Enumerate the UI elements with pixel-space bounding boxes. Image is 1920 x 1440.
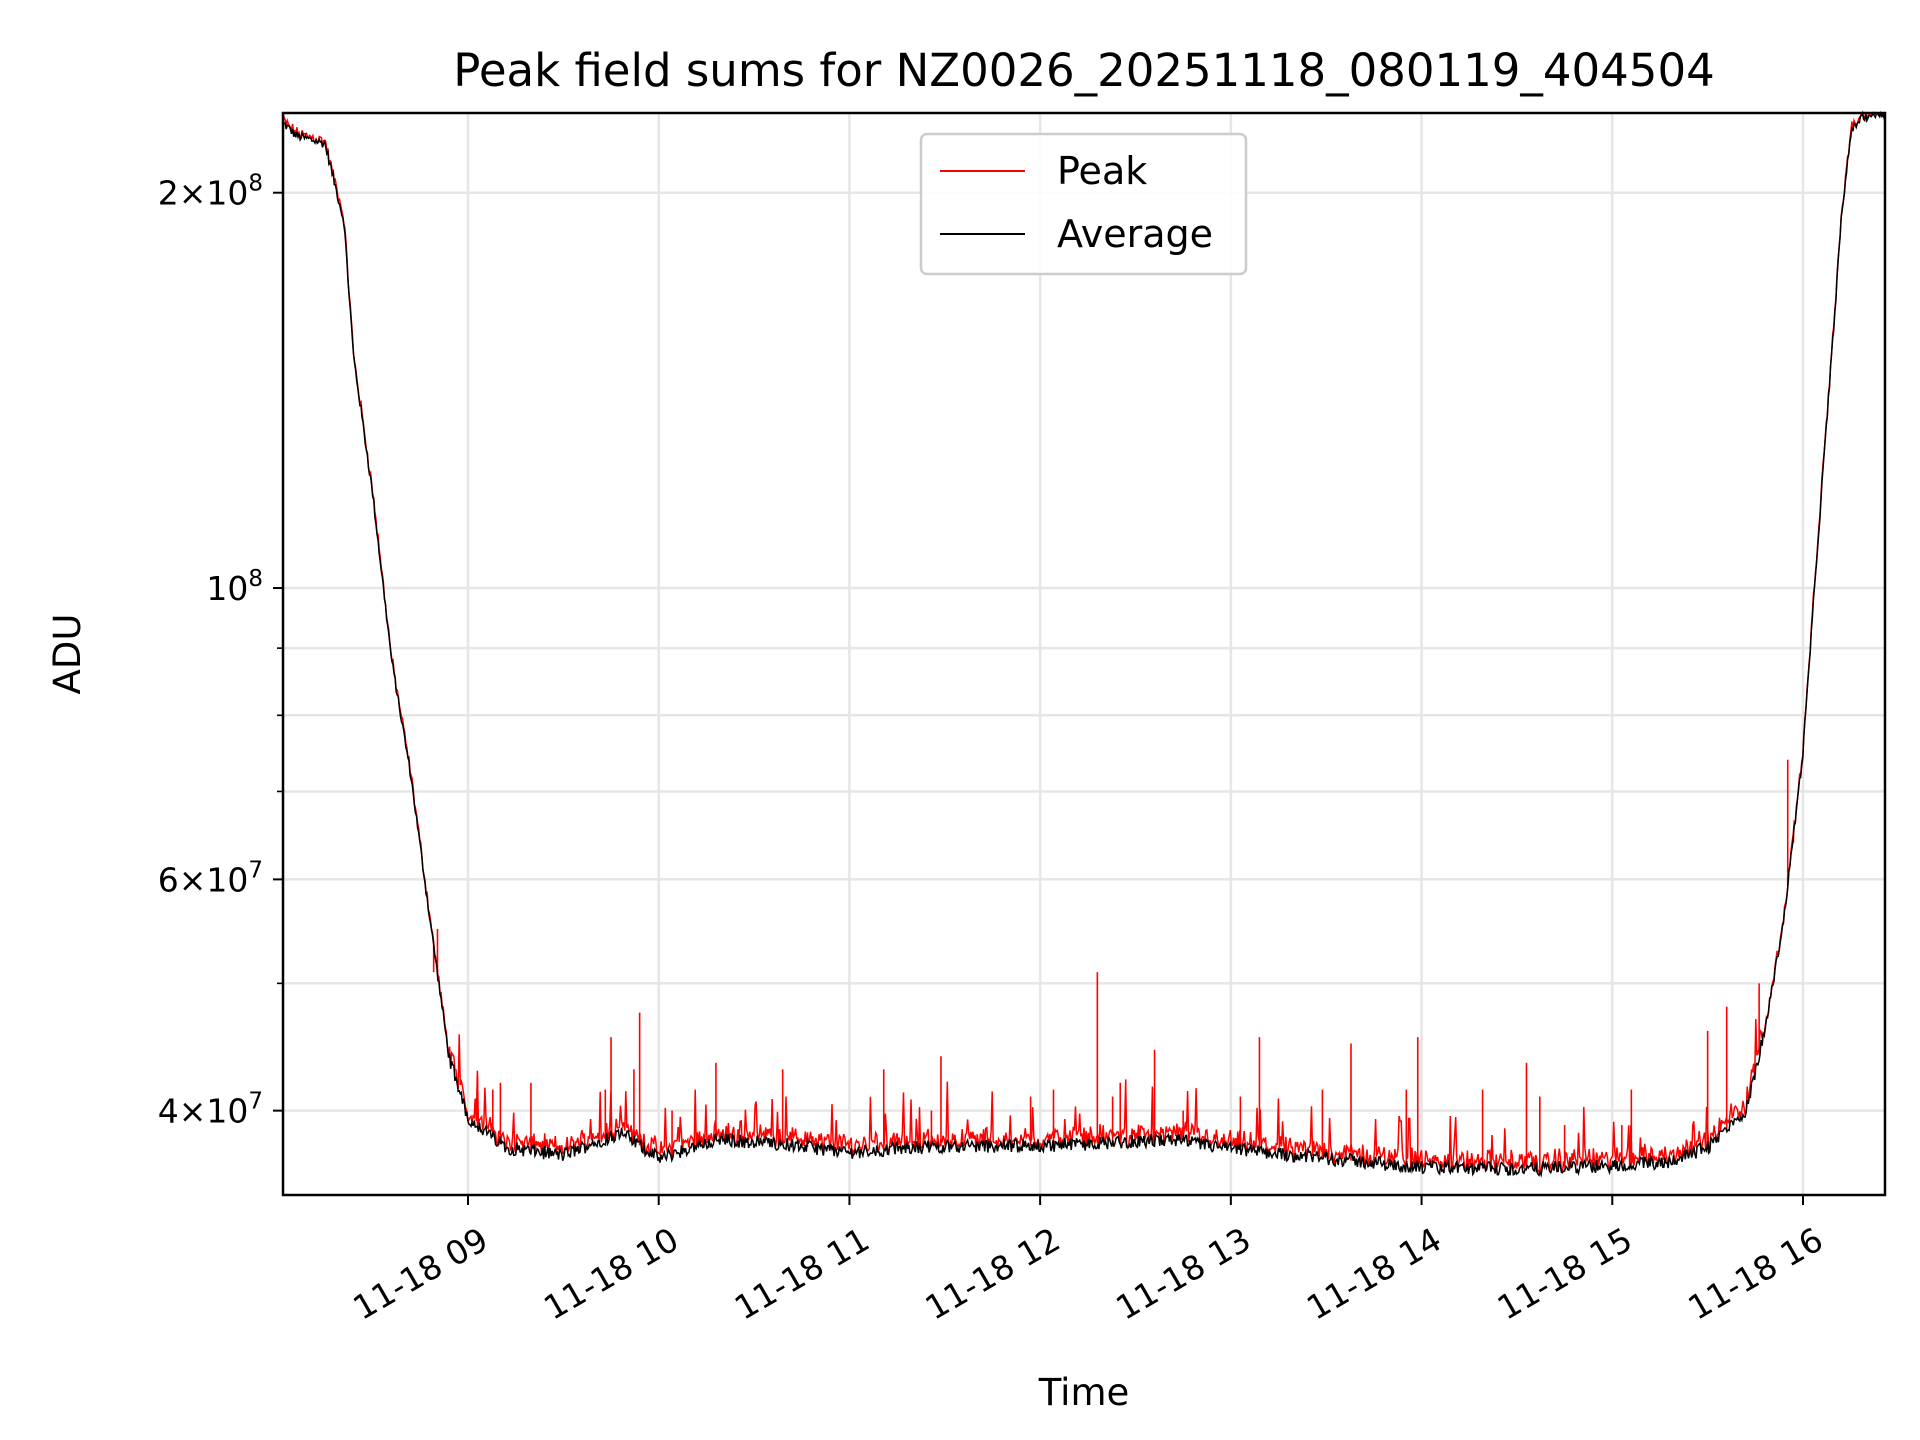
legend-box — [919, 132, 1248, 276]
series-layer — [282, 110, 1886, 1178]
y-tick-label: 2×108 — [158, 171, 263, 213]
x-tick-label: 11-18 10 — [537, 1220, 685, 1328]
ticks: 11-18 09 11-18 10 11-18 11 11-18 12 11-18 13… — [158, 171, 1830, 1328]
x-axis-label: Time — [1038, 1371, 1130, 1414]
y-tick-label: 108 — [206, 566, 263, 608]
plot-frame — [281, 111, 1887, 1197]
y-tick-label: 4×107 — [158, 1089, 263, 1131]
x-tick-label: 11-18 13 — [1109, 1220, 1257, 1328]
y-tick-label: 6×107 — [158, 857, 263, 899]
x-tick-label: 11-18 16 — [1681, 1220, 1829, 1328]
legend: Peak Average — [919, 132, 1248, 276]
x-tick-label: 11-18 11 — [728, 1220, 876, 1328]
x-tick-label: 11-18 09 — [346, 1220, 494, 1328]
x-tick-label: 11-18 14 — [1300, 1220, 1448, 1328]
x-tick-label: 11-18 12 — [919, 1220, 1067, 1328]
x-tick-label: 11-18 15 — [1491, 1220, 1639, 1328]
series-line-peak — [282, 110, 1886, 1175]
chart-title: Peak field sums for NZ0026_20251118_0801… — [453, 44, 1714, 97]
legend-label-peak: Peak — [1057, 149, 1147, 193]
y-axis-label: ADU — [46, 614, 89, 695]
grid — [283, 113, 1885, 1195]
legend-label-average: Average — [1057, 212, 1213, 256]
series-line-average — [282, 110, 1886, 1178]
